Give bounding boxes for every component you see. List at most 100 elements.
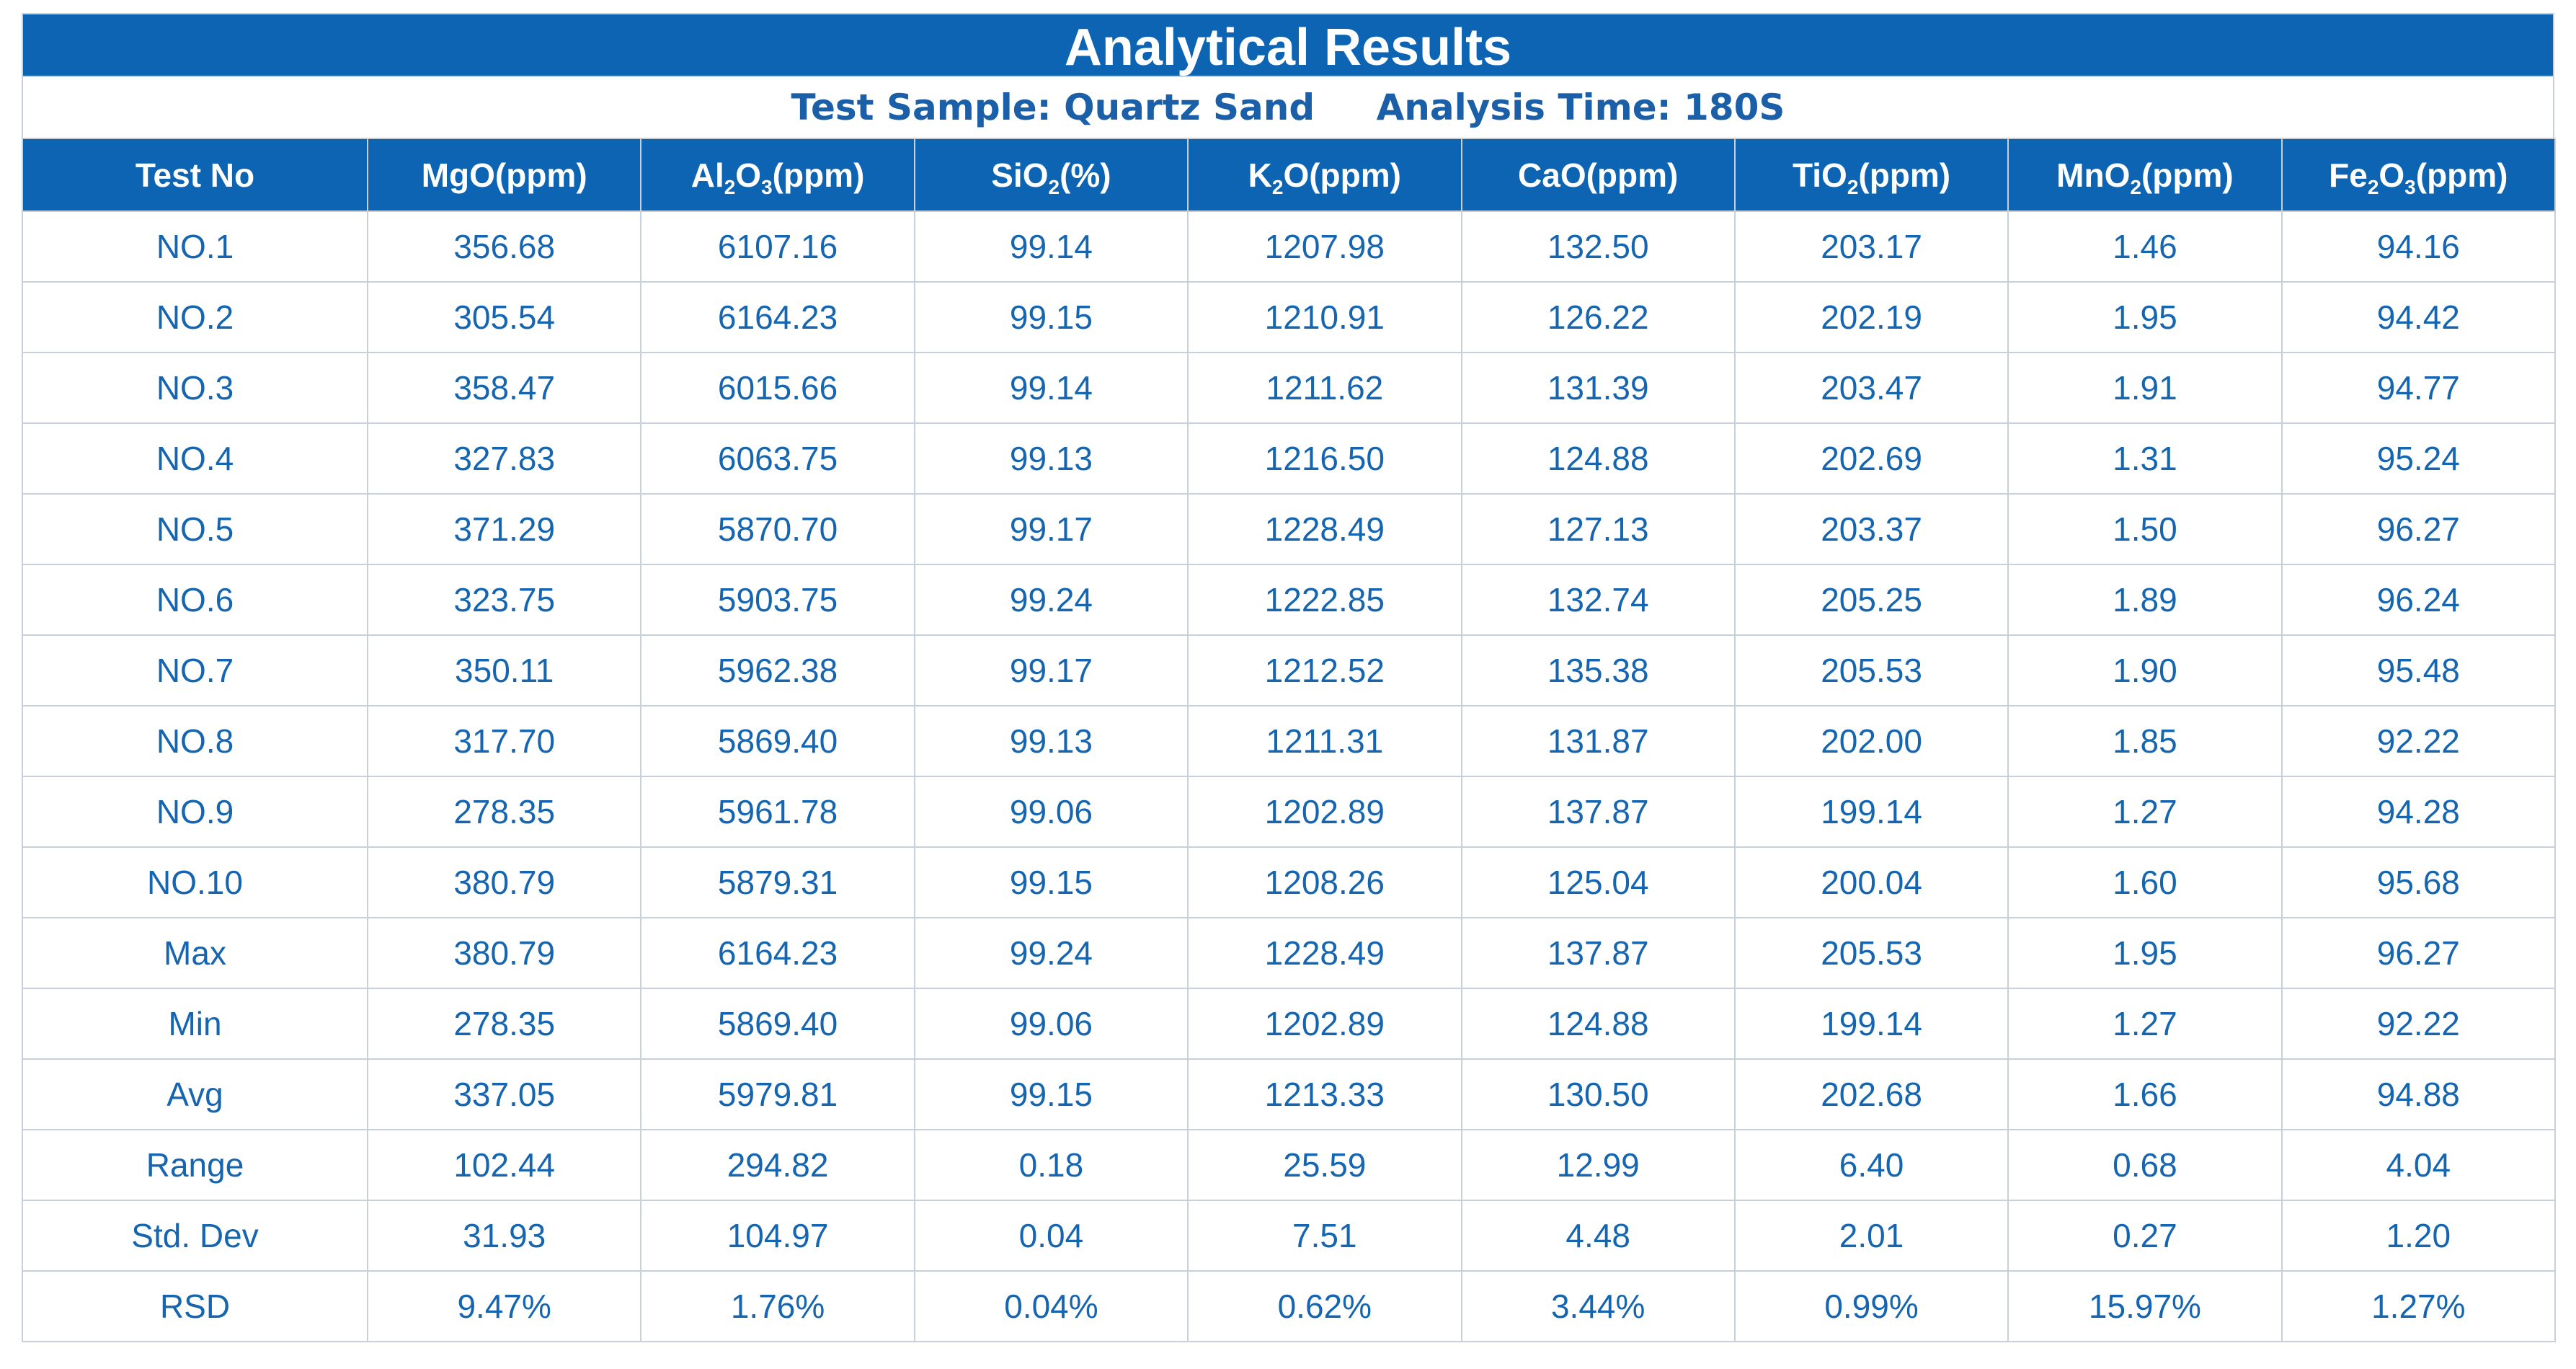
data-row: Min 278.35 5869.40 99.06 1202.89 124.88 199.14… xyxy=(22,988,2557,1060)
row-label: RSD xyxy=(22,1270,368,1342)
row-label: Max xyxy=(22,917,368,989)
data-row: NO.1 356.68 6107.16 99.14 1207.98 132.50 203.1… xyxy=(22,211,2557,283)
cell: 1228.49 xyxy=(1187,917,1462,989)
header-text: CaO(ppm) xyxy=(1518,156,1679,194)
cell: 102.44 xyxy=(366,1129,642,1201)
row-label: NO.10 xyxy=(22,846,368,918)
cell: 125.04 xyxy=(1460,846,1736,918)
subtitle-time: Analysis Time: 180S xyxy=(1376,87,1785,128)
cell: 1.90 xyxy=(2007,634,2283,706)
header-text: Al xyxy=(690,156,724,194)
cell: 99.14 xyxy=(913,211,1189,283)
cell: 95.48 xyxy=(2280,634,2557,706)
cell: 9.47% xyxy=(366,1270,642,1342)
cell: 1.85 xyxy=(2007,705,2283,777)
cell: 1211.62 xyxy=(1187,352,1462,424)
cell: 1.60 xyxy=(2007,846,2283,918)
column-header: SiO2(%) xyxy=(913,138,1189,212)
cell: 92.22 xyxy=(2280,705,2557,777)
cell: 31.93 xyxy=(366,1200,642,1272)
data-row: NO.6 323.75 5903.75 99.24 1222.85 132.74 205.2… xyxy=(22,564,2557,636)
header-text: O(ppm) xyxy=(1283,156,1401,194)
cell: 96.24 xyxy=(2280,564,2557,636)
cell: 5869.40 xyxy=(640,988,915,1060)
cell: 1.95 xyxy=(2007,281,2283,353)
column-header: K2O(ppm) xyxy=(1187,138,1462,212)
data-row: NO.2 305.54 6164.23 99.15 1210.91 126.22 202.1… xyxy=(22,281,2557,353)
row-label: NO.5 xyxy=(22,493,368,565)
row-label: Avg xyxy=(22,1058,368,1130)
cell: 317.70 xyxy=(366,705,642,777)
cell: 358.47 xyxy=(366,352,642,424)
row-label: NO.9 xyxy=(22,776,368,848)
cell: 6164.23 xyxy=(640,281,915,353)
row-label: NO.6 xyxy=(22,564,368,636)
cell: 6107.16 xyxy=(640,211,915,283)
cell: 5962.38 xyxy=(640,634,915,706)
results-table: Test No MgO(ppm) Al2O3(ppm) SiO2(%) K2O(ppm)… xyxy=(22,138,2557,1342)
cell: 6164.23 xyxy=(640,917,915,989)
subscript: 2 xyxy=(724,175,736,198)
cell: 124.88 xyxy=(1460,988,1736,1060)
cell: 327.83 xyxy=(366,422,642,495)
cell: 99.06 xyxy=(913,776,1189,848)
cell: 104.97 xyxy=(640,1200,915,1272)
column-header: MgO(ppm) xyxy=(366,138,642,212)
cell: 99.15 xyxy=(913,281,1189,353)
cell: 99.15 xyxy=(913,846,1189,918)
cell: 1.91 xyxy=(2007,352,2283,424)
column-header: TiO2(ppm) xyxy=(1733,138,2009,212)
cell: 205.53 xyxy=(1733,634,2009,706)
cell: 1.27% xyxy=(2280,1270,2557,1342)
cell: 202.69 xyxy=(1733,422,2009,495)
row-label: NO.2 xyxy=(22,281,368,353)
cell: 99.17 xyxy=(913,634,1189,706)
cell: 278.35 xyxy=(366,988,642,1060)
cell: 278.35 xyxy=(366,776,642,848)
cell: 203.37 xyxy=(1733,493,2009,565)
column-header: Al2O3(ppm) xyxy=(640,138,915,212)
cell: 1.76% xyxy=(640,1270,915,1342)
cell: 1.31 xyxy=(2007,422,2283,495)
subscript: 2 xyxy=(1271,175,1284,198)
cell: 5869.40 xyxy=(640,705,915,777)
cell: 1228.49 xyxy=(1187,493,1462,565)
subscript: 2 xyxy=(2130,175,2141,198)
data-row: NO.5 371.29 5870.70 99.17 1228.49 127.13 203.3… xyxy=(22,493,2557,565)
row-label: NO.3 xyxy=(22,352,368,424)
cell: 94.88 xyxy=(2280,1058,2557,1130)
data-row: Range 102.44 294.82 0.18 25.59 12.99 6.40 0.68 4… xyxy=(22,1129,2557,1201)
cell: 92.22 xyxy=(2280,988,2557,1060)
cell: 5879.31 xyxy=(640,846,915,918)
header-text: MgO(ppm) xyxy=(421,156,587,194)
cell: 380.79 xyxy=(366,846,642,918)
cell: 4.04 xyxy=(2280,1129,2557,1201)
row-label: NO.1 xyxy=(22,211,368,283)
cell: 6015.66 xyxy=(640,352,915,424)
cell: 1.50 xyxy=(2007,493,2283,565)
column-header: Test No xyxy=(22,138,368,212)
cell: 94.16 xyxy=(2280,211,2557,283)
row-label: NO.4 xyxy=(22,422,368,495)
cell: 205.25 xyxy=(1733,564,2009,636)
cell: 132.74 xyxy=(1460,564,1736,636)
cell: 99.13 xyxy=(913,705,1189,777)
cell: 15.97% xyxy=(2007,1270,2283,1342)
column-header: Fe2O3(ppm) xyxy=(2280,138,2557,212)
data-row: NO.10 380.79 5879.31 99.15 1208.26 125.04 200.… xyxy=(22,846,2557,918)
cell: 1212.52 xyxy=(1187,634,1462,706)
header-text: TiO xyxy=(1792,156,1847,194)
cell: 3.44% xyxy=(1460,1270,1736,1342)
cell: 202.68 xyxy=(1733,1058,2009,1130)
cell: 99.17 xyxy=(913,493,1189,565)
cell: 1222.85 xyxy=(1187,564,1462,636)
cell: 131.39 xyxy=(1460,352,1736,424)
cell: 199.14 xyxy=(1733,776,2009,848)
column-header: CaO(ppm) xyxy=(1460,138,1736,212)
cell: 205.53 xyxy=(1733,917,2009,989)
header-text: SiO xyxy=(991,156,1049,194)
cell: 124.88 xyxy=(1460,422,1736,495)
cell: 1.66 xyxy=(2007,1058,2283,1130)
header-text: MnO xyxy=(2056,156,2131,194)
